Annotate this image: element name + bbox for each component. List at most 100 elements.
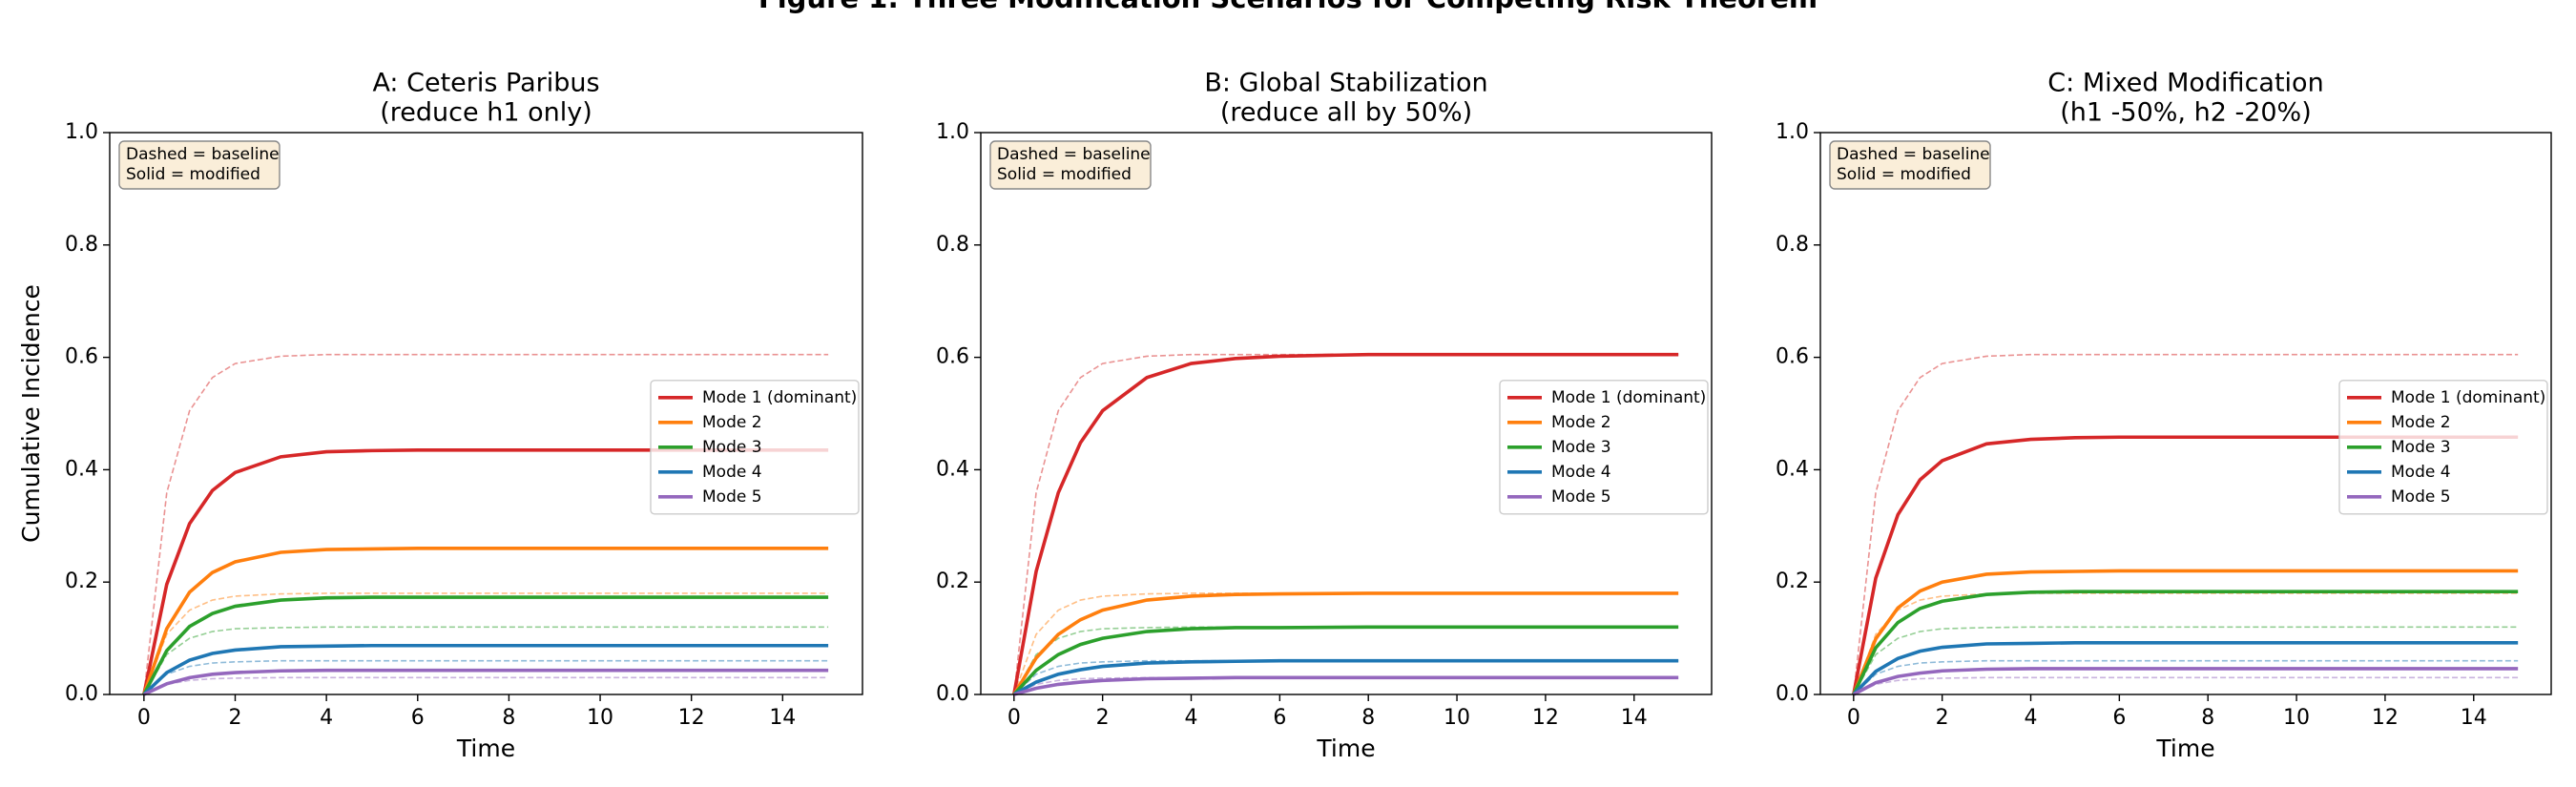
baseline-line bbox=[143, 626, 829, 695]
legend-label: Mode 2 bbox=[2391, 413, 2451, 432]
x-axis-label: Time bbox=[2155, 735, 2214, 762]
annotation-text: Solid = modified bbox=[1837, 165, 1971, 184]
x-tick-label: 6 bbox=[411, 706, 425, 730]
baseline-line bbox=[143, 676, 829, 695]
annotation-text: Solid = modified bbox=[997, 165, 1132, 184]
x-tick-label: 8 bbox=[1361, 706, 1375, 730]
x-tick-label: 6 bbox=[2112, 706, 2126, 730]
series-line bbox=[1852, 435, 2519, 695]
series-line bbox=[1852, 667, 2519, 696]
legend-label: Mode 4 bbox=[702, 463, 762, 482]
series-line bbox=[1852, 641, 2519, 696]
series-line bbox=[1012, 591, 1679, 695]
y-tick-label: 0.8 bbox=[1776, 233, 1809, 257]
annotation-text: Dashed = baseline bbox=[1837, 145, 1990, 164]
legend-label: Mode 1 (dominant) bbox=[2391, 388, 2545, 407]
series-line bbox=[1852, 569, 2519, 695]
figure-title: Figure 1: Three Modification Scenarios f… bbox=[758, 0, 1818, 14]
legend-box bbox=[1499, 380, 1709, 515]
legend-label: Mode 3 bbox=[2391, 438, 2451, 457]
chart-title: A: Ceteris Paribus bbox=[372, 69, 599, 98]
annotation-text: Solid = modified bbox=[126, 165, 260, 184]
series-line bbox=[1852, 590, 2519, 695]
y-tick-label: 0.0 bbox=[65, 682, 98, 706]
chart-title: (reduce all by 50%) bbox=[1220, 98, 1472, 128]
legend-label: Mode 2 bbox=[702, 413, 762, 432]
series-line bbox=[143, 668, 829, 696]
chart-title: B: Global Stabilization bbox=[1204, 69, 1487, 98]
legend-label: Mode 3 bbox=[702, 438, 762, 457]
y-tick-label: 0.0 bbox=[1776, 682, 1809, 706]
legend-label: Mode 3 bbox=[1551, 438, 1611, 457]
baseline-line bbox=[1853, 353, 2519, 695]
baseline-line bbox=[1853, 659, 2519, 695]
baseline-line bbox=[143, 353, 829, 695]
baseline-line bbox=[1853, 626, 2519, 695]
x-tick-label: 4 bbox=[1185, 706, 1198, 730]
y-tick-label: 0.2 bbox=[1776, 570, 1809, 593]
x-tick-label: 10 bbox=[1444, 706, 1470, 730]
y-tick-label: 0.6 bbox=[936, 345, 969, 369]
series-line bbox=[1012, 658, 1679, 696]
x-tick-label: 14 bbox=[1621, 706, 1648, 730]
legend-label: Mode 5 bbox=[2391, 487, 2451, 507]
x-tick-label: 14 bbox=[769, 706, 796, 730]
y-axis-label: Cumulative Incidence bbox=[17, 284, 45, 543]
chart-title: (h1 -50%, h2 -20%) bbox=[2060, 98, 2312, 128]
x-tick-label: 10 bbox=[2283, 706, 2310, 730]
legend-label: Mode 1 (dominant) bbox=[1551, 388, 1706, 407]
series-line bbox=[1012, 352, 1679, 695]
y-tick-label: 0.6 bbox=[1776, 345, 1809, 369]
y-tick-label: 0.4 bbox=[1776, 457, 1809, 481]
legend-label: Mode 4 bbox=[2391, 463, 2451, 482]
y-tick-label: 1.0 bbox=[936, 120, 969, 144]
x-tick-label: 6 bbox=[1273, 706, 1286, 730]
baseline-line bbox=[143, 659, 829, 695]
legend-label: Mode 2 bbox=[1551, 413, 1611, 432]
plot-frame bbox=[1819, 132, 2552, 695]
annotation-text: Dashed = baseline bbox=[126, 145, 280, 164]
baseline-line bbox=[1013, 659, 1679, 695]
x-tick-label: 4 bbox=[2025, 706, 2038, 730]
legend-label: Mode 5 bbox=[1551, 487, 1611, 507]
x-tick-label: 0 bbox=[1847, 706, 1860, 730]
x-tick-label: 8 bbox=[2201, 706, 2214, 730]
x-tick-label: 8 bbox=[502, 706, 515, 730]
chart-title: (reduce h1 only) bbox=[380, 98, 592, 128]
x-tick-label: 14 bbox=[2461, 706, 2487, 730]
legend-box bbox=[650, 380, 860, 515]
y-tick-label: 1.0 bbox=[65, 120, 98, 144]
series-line bbox=[1013, 675, 1679, 696]
x-tick-label: 0 bbox=[1008, 706, 1021, 730]
x-axis-label: Time bbox=[456, 735, 515, 762]
y-tick-label: 0.8 bbox=[65, 233, 98, 257]
x-tick-label: 12 bbox=[2372, 706, 2399, 730]
y-tick-label: 0.6 bbox=[65, 345, 98, 369]
y-tick-label: 0.8 bbox=[936, 233, 969, 257]
annotation-box bbox=[1829, 140, 1991, 190]
legend-label: Mode 1 (dominant) bbox=[702, 388, 857, 407]
series-line bbox=[1012, 625, 1679, 696]
annotation-box bbox=[989, 140, 1152, 190]
x-tick-label: 12 bbox=[678, 706, 705, 730]
chart-title: C: Mixed Modification bbox=[2047, 69, 2323, 98]
series-line bbox=[142, 595, 829, 695]
baseline-line bbox=[1853, 676, 2519, 695]
legend-box bbox=[2338, 380, 2548, 515]
plot-frame bbox=[109, 132, 863, 695]
y-tick-label: 0.4 bbox=[936, 457, 969, 481]
legend-label: Mode 4 bbox=[1551, 463, 1611, 482]
x-tick-label: 2 bbox=[1096, 706, 1110, 730]
x-tick-label: 10 bbox=[587, 706, 613, 730]
y-tick-label: 0.2 bbox=[65, 570, 98, 593]
y-tick-label: 0.2 bbox=[936, 570, 969, 593]
plot-frame bbox=[980, 132, 1713, 695]
annotation-text: Dashed = baseline bbox=[997, 145, 1151, 164]
y-tick-label: 0.4 bbox=[65, 457, 98, 481]
series-line bbox=[142, 643, 829, 696]
x-tick-label: 2 bbox=[1936, 706, 1949, 730]
x-tick-label: 2 bbox=[229, 706, 242, 730]
y-tick-label: 0.0 bbox=[936, 682, 969, 706]
annotation-box bbox=[118, 140, 280, 190]
